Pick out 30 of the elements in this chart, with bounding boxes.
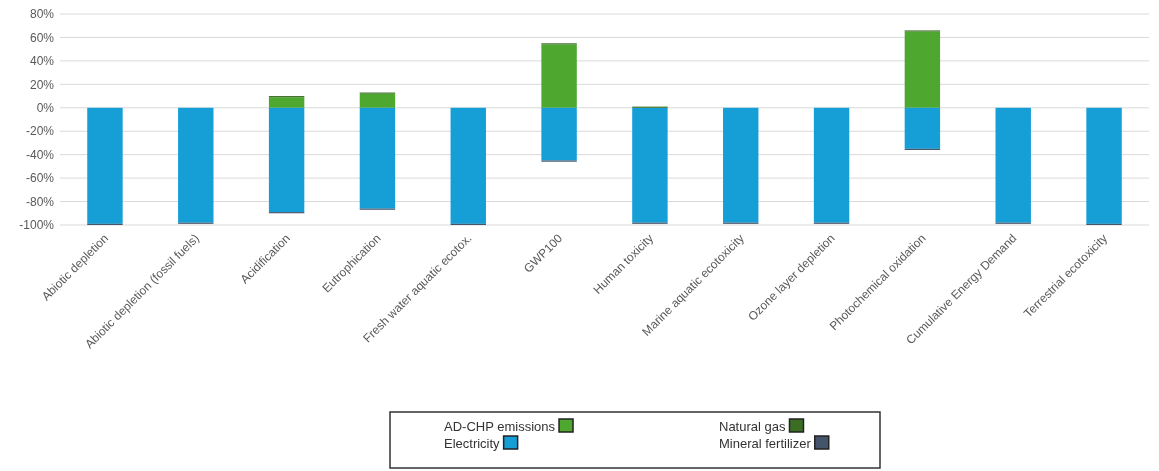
legend-label: AD-CHP emissions xyxy=(444,419,556,434)
legend-label: Natural gas xyxy=(719,419,786,434)
bar xyxy=(723,107,759,223)
bar xyxy=(904,107,941,149)
legend-label: Electricity xyxy=(444,436,501,451)
y-tick-label: 40% xyxy=(29,54,55,69)
bar xyxy=(178,107,214,223)
bar xyxy=(359,93,396,108)
bar xyxy=(87,107,123,224)
y-tick-label: -60% xyxy=(25,171,55,186)
y-tick-label: 80% xyxy=(29,7,55,22)
y-tick-label: 0% xyxy=(36,100,55,115)
bar xyxy=(450,107,486,224)
y-tick-label: -20% xyxy=(25,124,55,139)
bar xyxy=(813,107,850,223)
y-tick-label: -40% xyxy=(25,147,55,162)
y-tick-label: 60% xyxy=(29,30,55,45)
bar xyxy=(1086,107,1122,224)
bar xyxy=(268,97,305,108)
bar xyxy=(268,107,305,213)
bar xyxy=(904,31,941,108)
y-tick-label: 20% xyxy=(29,77,55,92)
y-tick-label: -100% xyxy=(19,218,55,233)
bar xyxy=(541,107,577,161)
bar xyxy=(995,107,1031,223)
y-tick-label: -80% xyxy=(25,194,55,209)
bar xyxy=(632,107,668,223)
bar xyxy=(541,44,577,108)
bar xyxy=(359,107,396,209)
legend-label: Mineral fertilizer xyxy=(719,436,812,451)
